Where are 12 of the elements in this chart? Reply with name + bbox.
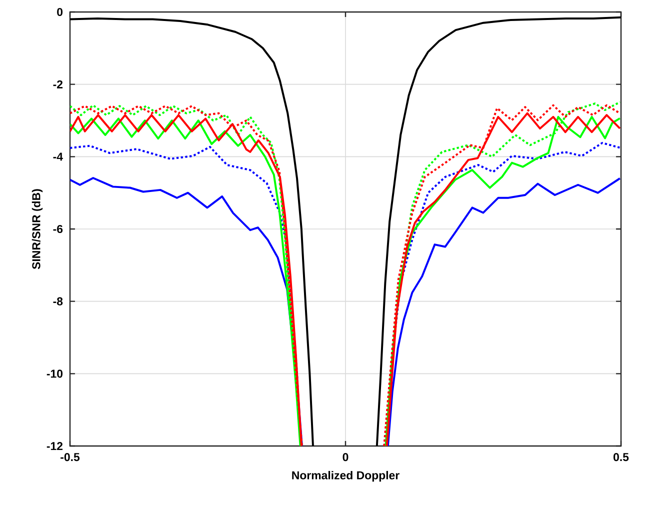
x-tick-label: 0.5 <box>614 453 629 462</box>
x-tick-label: -0.5 <box>60 453 80 462</box>
x-axis-title: Normalized Doppler <box>292 470 400 482</box>
y-tick-label: -2 <box>53 80 63 88</box>
y-tick-label: -12 <box>46 442 63 450</box>
y-tick-label: -10 <box>46 370 63 378</box>
y-tick-label: -4 <box>53 152 63 161</box>
x-tick-label: 0 <box>342 453 348 462</box>
y-tick-label: 0 <box>57 8 63 16</box>
y-tick-label: -8 <box>53 297 63 306</box>
y-tick-label: -6 <box>53 224 63 234</box>
y-axis-title: SINR/SNR (dB) <box>32 189 43 270</box>
